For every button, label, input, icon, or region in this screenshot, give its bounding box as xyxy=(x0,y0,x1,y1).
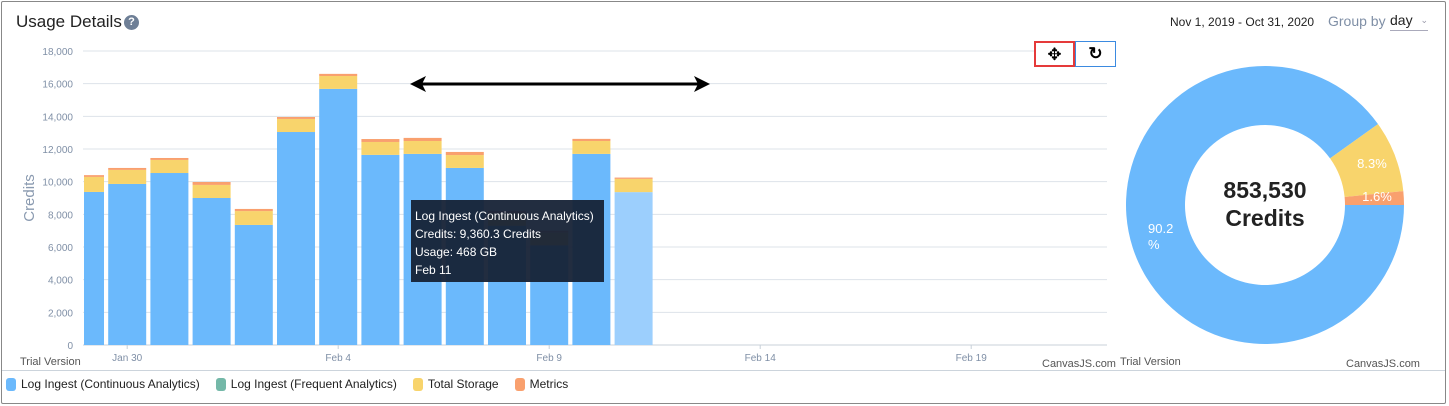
bar-segment xyxy=(319,73,358,76)
tooltip-date: Feb 11 xyxy=(415,263,452,277)
legend-label: Metrics xyxy=(529,377,569,391)
donut-slice xyxy=(1126,66,1404,345)
legend-swatch xyxy=(6,377,16,391)
chart-tooltip: Log Ingest (Continuous Analytics) Credit… xyxy=(411,200,604,282)
bar-segment xyxy=(150,159,189,174)
date-range[interactable]: Nov 1, 2019 - Oct 31, 2020 xyxy=(1170,15,1315,29)
tooltip-credits: Credits: 9,360.3 Credits xyxy=(415,227,542,241)
bar-segment xyxy=(403,137,442,141)
legend: Log Ingest (Continuous Analytics) Log In… xyxy=(6,377,568,391)
tooltip-series: Log Ingest (Continuous Analytics) xyxy=(415,209,594,223)
bar-segment xyxy=(192,198,231,345)
bar-segment xyxy=(277,132,315,345)
legend-item[interactable]: Metrics xyxy=(514,377,569,391)
canvasjs-watermark-donut[interactable]: CanvasJS.com xyxy=(1346,358,1420,370)
canvasjs-watermark[interactable]: CanvasJS.com xyxy=(1042,358,1116,370)
bar-segment xyxy=(445,151,484,156)
legend-swatch xyxy=(215,377,226,391)
bar-segment xyxy=(84,176,104,192)
pan-button[interactable]: ✥ xyxy=(1034,41,1075,67)
trial-watermark-donut: Trial Version xyxy=(1120,356,1181,368)
donut-slice-label: 90.2% xyxy=(1148,221,1173,252)
legend-swatch xyxy=(412,377,423,391)
x-tick-label: Feb 9 xyxy=(536,353,562,364)
arrow-head-right xyxy=(694,76,710,92)
legend-label: Total Storage xyxy=(427,377,499,391)
donut-slice xyxy=(1344,191,1404,205)
x-tick-label: Jan 30 xyxy=(112,353,142,364)
x-tick-label: Feb 14 xyxy=(745,353,777,364)
bar-segment xyxy=(150,173,189,345)
legend-label: Log Ingest (Frequent Analytics) xyxy=(230,377,397,391)
legend-item[interactable]: Total Storage xyxy=(412,377,499,391)
y-tick-label: 6,000 xyxy=(48,243,73,254)
bar-segment xyxy=(277,116,315,119)
bar-segment xyxy=(319,88,358,345)
bar-segment xyxy=(614,177,653,179)
reset-zoom-button[interactable]: ↻ xyxy=(1075,41,1116,67)
tooltip-usage: Usage: 468 GB xyxy=(415,245,498,259)
group-by-select[interactable]: day ⌄ xyxy=(1390,12,1428,31)
bar-segment xyxy=(361,139,400,142)
legend-divider xyxy=(2,370,1445,371)
donut-slice-label: 1.6% xyxy=(1362,189,1392,204)
bar-segment xyxy=(403,140,442,154)
bar-segment xyxy=(84,175,104,177)
reset-rotate-icon: ↻ xyxy=(1088,44,1103,63)
bar-segment xyxy=(361,141,400,155)
y-tick-label: 16,000 xyxy=(42,80,73,91)
y-tick-label: 14,000 xyxy=(42,112,73,123)
legend-swatch xyxy=(514,377,525,391)
bar-segment xyxy=(192,181,231,185)
bar-segment xyxy=(108,183,147,345)
bar-segment xyxy=(108,169,147,184)
bar-segment xyxy=(150,157,189,160)
bar-segment xyxy=(572,140,611,154)
bar-segment xyxy=(614,192,653,345)
y-tick-label: 10,000 xyxy=(42,178,73,189)
bar-segment xyxy=(445,155,484,168)
group-by-value: day xyxy=(1390,12,1413,28)
legend-item[interactable]: Log Ingest (Continuous Analytics) xyxy=(6,377,200,391)
question-circle-icon[interactable]: ? xyxy=(124,15,139,30)
bar-segment xyxy=(614,178,653,193)
bar-segment xyxy=(572,138,611,141)
x-tick-label: Feb 4 xyxy=(325,353,351,364)
legend-item[interactable]: Log Ingest (Frequent Analytics) xyxy=(215,377,397,391)
donut-slice-label: 8.3% xyxy=(1357,156,1387,171)
bar-segment xyxy=(192,184,231,198)
y-tick-label: 8,000 xyxy=(48,210,73,221)
x-tick-label: Feb 19 xyxy=(956,353,988,364)
bar-segment xyxy=(361,154,400,345)
bar-segment xyxy=(234,224,273,345)
bar-segment xyxy=(108,167,147,170)
group-by-label: Group by xyxy=(1328,13,1386,29)
donut-center-unit: Credits xyxy=(1225,205,1304,231)
y-axis-title: Credits xyxy=(21,174,38,222)
y-tick-label: 18,000 xyxy=(42,47,73,58)
trial-watermark: Trial Version xyxy=(20,356,81,368)
bar-segment xyxy=(277,118,315,133)
chevron-down-icon: ⌄ xyxy=(1420,15,1428,25)
bar-segment xyxy=(234,211,273,225)
bar-segment xyxy=(84,191,104,345)
page-title: Usage Details xyxy=(16,12,122,31)
y-tick-label: 12,000 xyxy=(42,145,73,156)
y-tick-label: 2,000 xyxy=(48,308,73,319)
bar-segment xyxy=(319,75,358,89)
arrow-head-left xyxy=(410,76,426,92)
y-tick-label: 4,000 xyxy=(48,276,73,287)
y-tick-label: 0 xyxy=(67,341,73,352)
donut-slice xyxy=(1330,124,1404,197)
donut-center-value: 853,530 xyxy=(1223,177,1306,203)
move-arrows-icon: ✥ xyxy=(1047,45,1062,64)
legend-label: Log Ingest (Continuous Analytics) xyxy=(21,377,200,391)
bar-segment xyxy=(234,208,273,212)
